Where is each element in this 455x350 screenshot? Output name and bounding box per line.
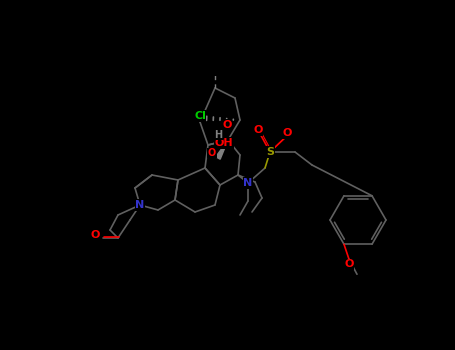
Text: S: S — [266, 147, 274, 157]
Text: H: H — [214, 130, 222, 140]
Text: O: O — [222, 120, 232, 130]
Text: N: N — [136, 200, 145, 210]
Text: O: O — [282, 128, 292, 138]
Polygon shape — [216, 140, 228, 159]
Text: O: O — [344, 259, 354, 269]
Text: N: N — [243, 178, 253, 188]
Text: OH: OH — [215, 138, 233, 148]
Text: Cl: Cl — [194, 111, 206, 121]
Text: O: O — [90, 230, 100, 240]
Text: O: O — [253, 125, 263, 135]
Text: O: O — [208, 148, 216, 158]
